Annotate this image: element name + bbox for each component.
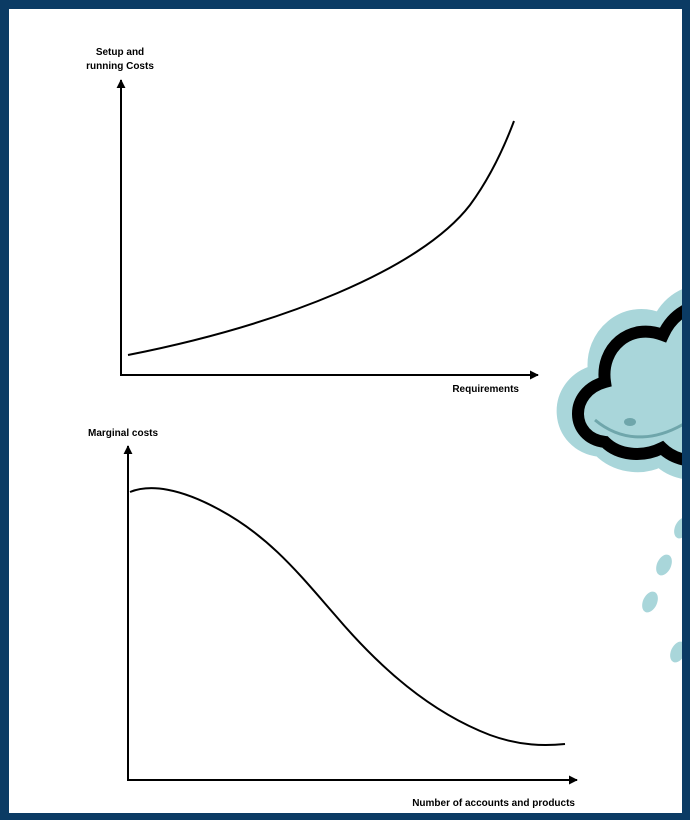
cloud-decoration: [556, 289, 682, 663]
marginal-cost-curve: [129, 487, 566, 746]
y-axis-label: Setup and: [96, 47, 144, 58]
x-axis-label: Number of accounts and products: [412, 798, 575, 809]
x-axis-label: Requirements: [452, 384, 519, 395]
y-axis-label: Marginal costs: [88, 428, 158, 439]
cost-curve: [127, 120, 515, 356]
y-axis-label: running Costs: [86, 61, 154, 72]
